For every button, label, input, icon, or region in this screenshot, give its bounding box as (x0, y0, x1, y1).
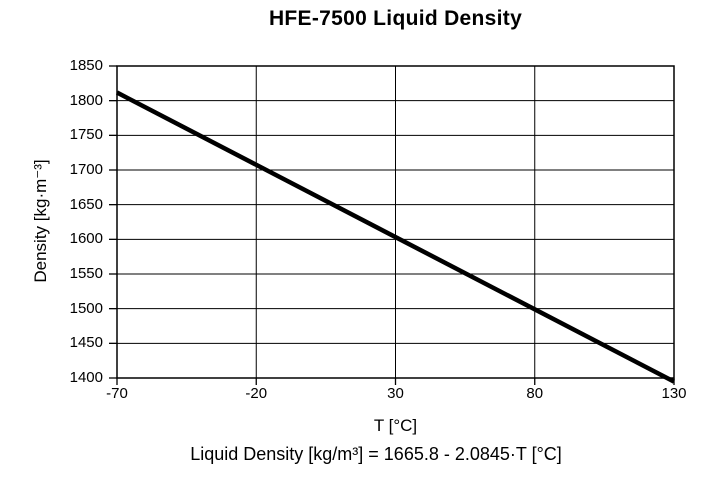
y-tick-label: 1450 (69, 334, 103, 352)
equation-caption: Liquid Density [kg/m³] = 1665.8 - 2.0845… (190, 444, 562, 464)
x-tick-label: -70 (106, 385, 128, 402)
x-tick-label: 30 (387, 385, 404, 402)
density-line (115, 90, 676, 384)
y-tick-label: 1750 (69, 126, 103, 144)
x-tick-label: 130 (661, 385, 687, 402)
x-tick-label: 80 (526, 385, 544, 402)
y-tick-label: 1800 (69, 91, 103, 109)
x-tick-label: -20 (245, 385, 268, 402)
y-tick-label: 1550 (69, 265, 103, 282)
y-tick-label: 1850 (69, 57, 103, 74)
y-tick-label: 1600 (69, 230, 103, 248)
x-axis-label: T [°C] (373, 416, 418, 435)
y-tick-label: 1400 (69, 369, 103, 386)
chart-title: HFE-7500 Liquid Density (268, 7, 523, 30)
y-tick-label: 1700 (69, 161, 103, 178)
plot-border (116, 65, 675, 379)
y-tick-label: 1650 (69, 195, 103, 213)
y-tick-label: 1500 (69, 299, 103, 317)
